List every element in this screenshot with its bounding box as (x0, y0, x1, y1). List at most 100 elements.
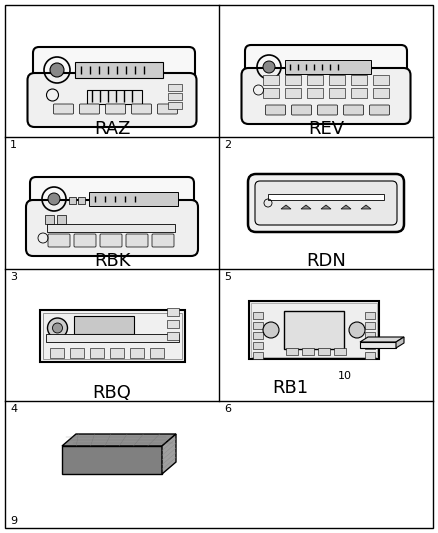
FancyBboxPatch shape (30, 177, 194, 221)
FancyBboxPatch shape (158, 104, 177, 114)
Text: RB1: RB1 (272, 379, 308, 397)
FancyBboxPatch shape (74, 234, 96, 247)
Text: RBQ: RBQ (92, 384, 131, 402)
Bar (87, 90, 142, 104)
Bar (328, 88, 345, 98)
Polygon shape (361, 205, 371, 209)
Bar (350, 75, 367, 85)
FancyBboxPatch shape (106, 104, 126, 114)
Circle shape (349, 322, 365, 338)
Bar (167, 84, 181, 91)
Bar (328, 75, 345, 85)
Bar (285, 88, 300, 98)
Bar (74, 316, 134, 334)
Polygon shape (341, 205, 351, 209)
Bar (130, 348, 144, 358)
Polygon shape (162, 434, 176, 474)
Bar (149, 348, 163, 358)
FancyBboxPatch shape (248, 174, 404, 232)
FancyBboxPatch shape (292, 105, 311, 115)
FancyBboxPatch shape (343, 105, 364, 115)
Bar (365, 312, 375, 319)
FancyBboxPatch shape (245, 45, 407, 89)
Bar (70, 348, 84, 358)
Bar (78, 197, 85, 204)
Bar (318, 348, 330, 355)
FancyBboxPatch shape (318, 105, 338, 115)
FancyBboxPatch shape (26, 200, 198, 256)
Bar (47, 224, 175, 232)
Bar (46, 334, 179, 342)
Bar (253, 342, 263, 349)
Circle shape (48, 193, 60, 205)
FancyBboxPatch shape (255, 181, 397, 225)
Bar (350, 88, 367, 98)
Polygon shape (360, 337, 404, 342)
Bar (251, 303, 377, 357)
Circle shape (50, 63, 64, 77)
Text: 6: 6 (224, 404, 231, 414)
Bar (253, 312, 263, 319)
Bar (69, 197, 76, 204)
Bar (166, 320, 179, 328)
Bar (45, 215, 54, 224)
Text: 9: 9 (10, 516, 17, 526)
Bar (166, 308, 179, 316)
Bar (262, 88, 279, 98)
FancyBboxPatch shape (28, 73, 197, 127)
Text: RDN: RDN (306, 252, 346, 270)
Bar (75, 62, 163, 78)
Bar (268, 194, 384, 200)
FancyBboxPatch shape (126, 234, 148, 247)
Bar (372, 75, 389, 85)
Bar (307, 88, 322, 98)
FancyBboxPatch shape (152, 234, 174, 247)
FancyBboxPatch shape (131, 104, 152, 114)
Text: 2: 2 (224, 140, 231, 150)
Bar (39, 310, 184, 362)
FancyBboxPatch shape (265, 105, 286, 115)
FancyBboxPatch shape (33, 47, 195, 93)
Polygon shape (396, 337, 404, 348)
Bar (334, 348, 346, 355)
Text: 1: 1 (10, 140, 17, 150)
Bar (253, 352, 263, 359)
Bar (110, 348, 124, 358)
Circle shape (47, 318, 67, 338)
Bar (285, 75, 300, 85)
Bar (57, 215, 66, 224)
Bar (42, 313, 181, 359)
Bar (49, 348, 64, 358)
FancyBboxPatch shape (100, 234, 122, 247)
FancyBboxPatch shape (53, 104, 74, 114)
Bar (262, 75, 279, 85)
Bar (372, 88, 389, 98)
Bar (365, 342, 375, 349)
Circle shape (53, 323, 63, 333)
Bar (365, 332, 375, 339)
Text: REV: REV (308, 120, 344, 138)
Bar (307, 75, 322, 85)
Bar (365, 352, 375, 359)
Polygon shape (62, 434, 176, 446)
FancyBboxPatch shape (370, 105, 389, 115)
Text: 10: 10 (338, 371, 352, 381)
Bar (167, 93, 181, 100)
Circle shape (263, 61, 275, 73)
FancyBboxPatch shape (241, 68, 410, 124)
Polygon shape (360, 342, 396, 348)
Bar (89, 192, 178, 206)
Bar (166, 332, 179, 340)
Bar (167, 102, 181, 109)
Circle shape (263, 322, 279, 338)
Bar (285, 60, 371, 74)
Polygon shape (321, 205, 331, 209)
Polygon shape (301, 205, 311, 209)
Polygon shape (62, 446, 162, 474)
Bar (249, 301, 379, 359)
Bar (284, 311, 344, 349)
FancyBboxPatch shape (80, 104, 99, 114)
Bar (302, 348, 314, 355)
Text: RAZ: RAZ (94, 120, 130, 138)
Text: RBK: RBK (94, 252, 130, 270)
